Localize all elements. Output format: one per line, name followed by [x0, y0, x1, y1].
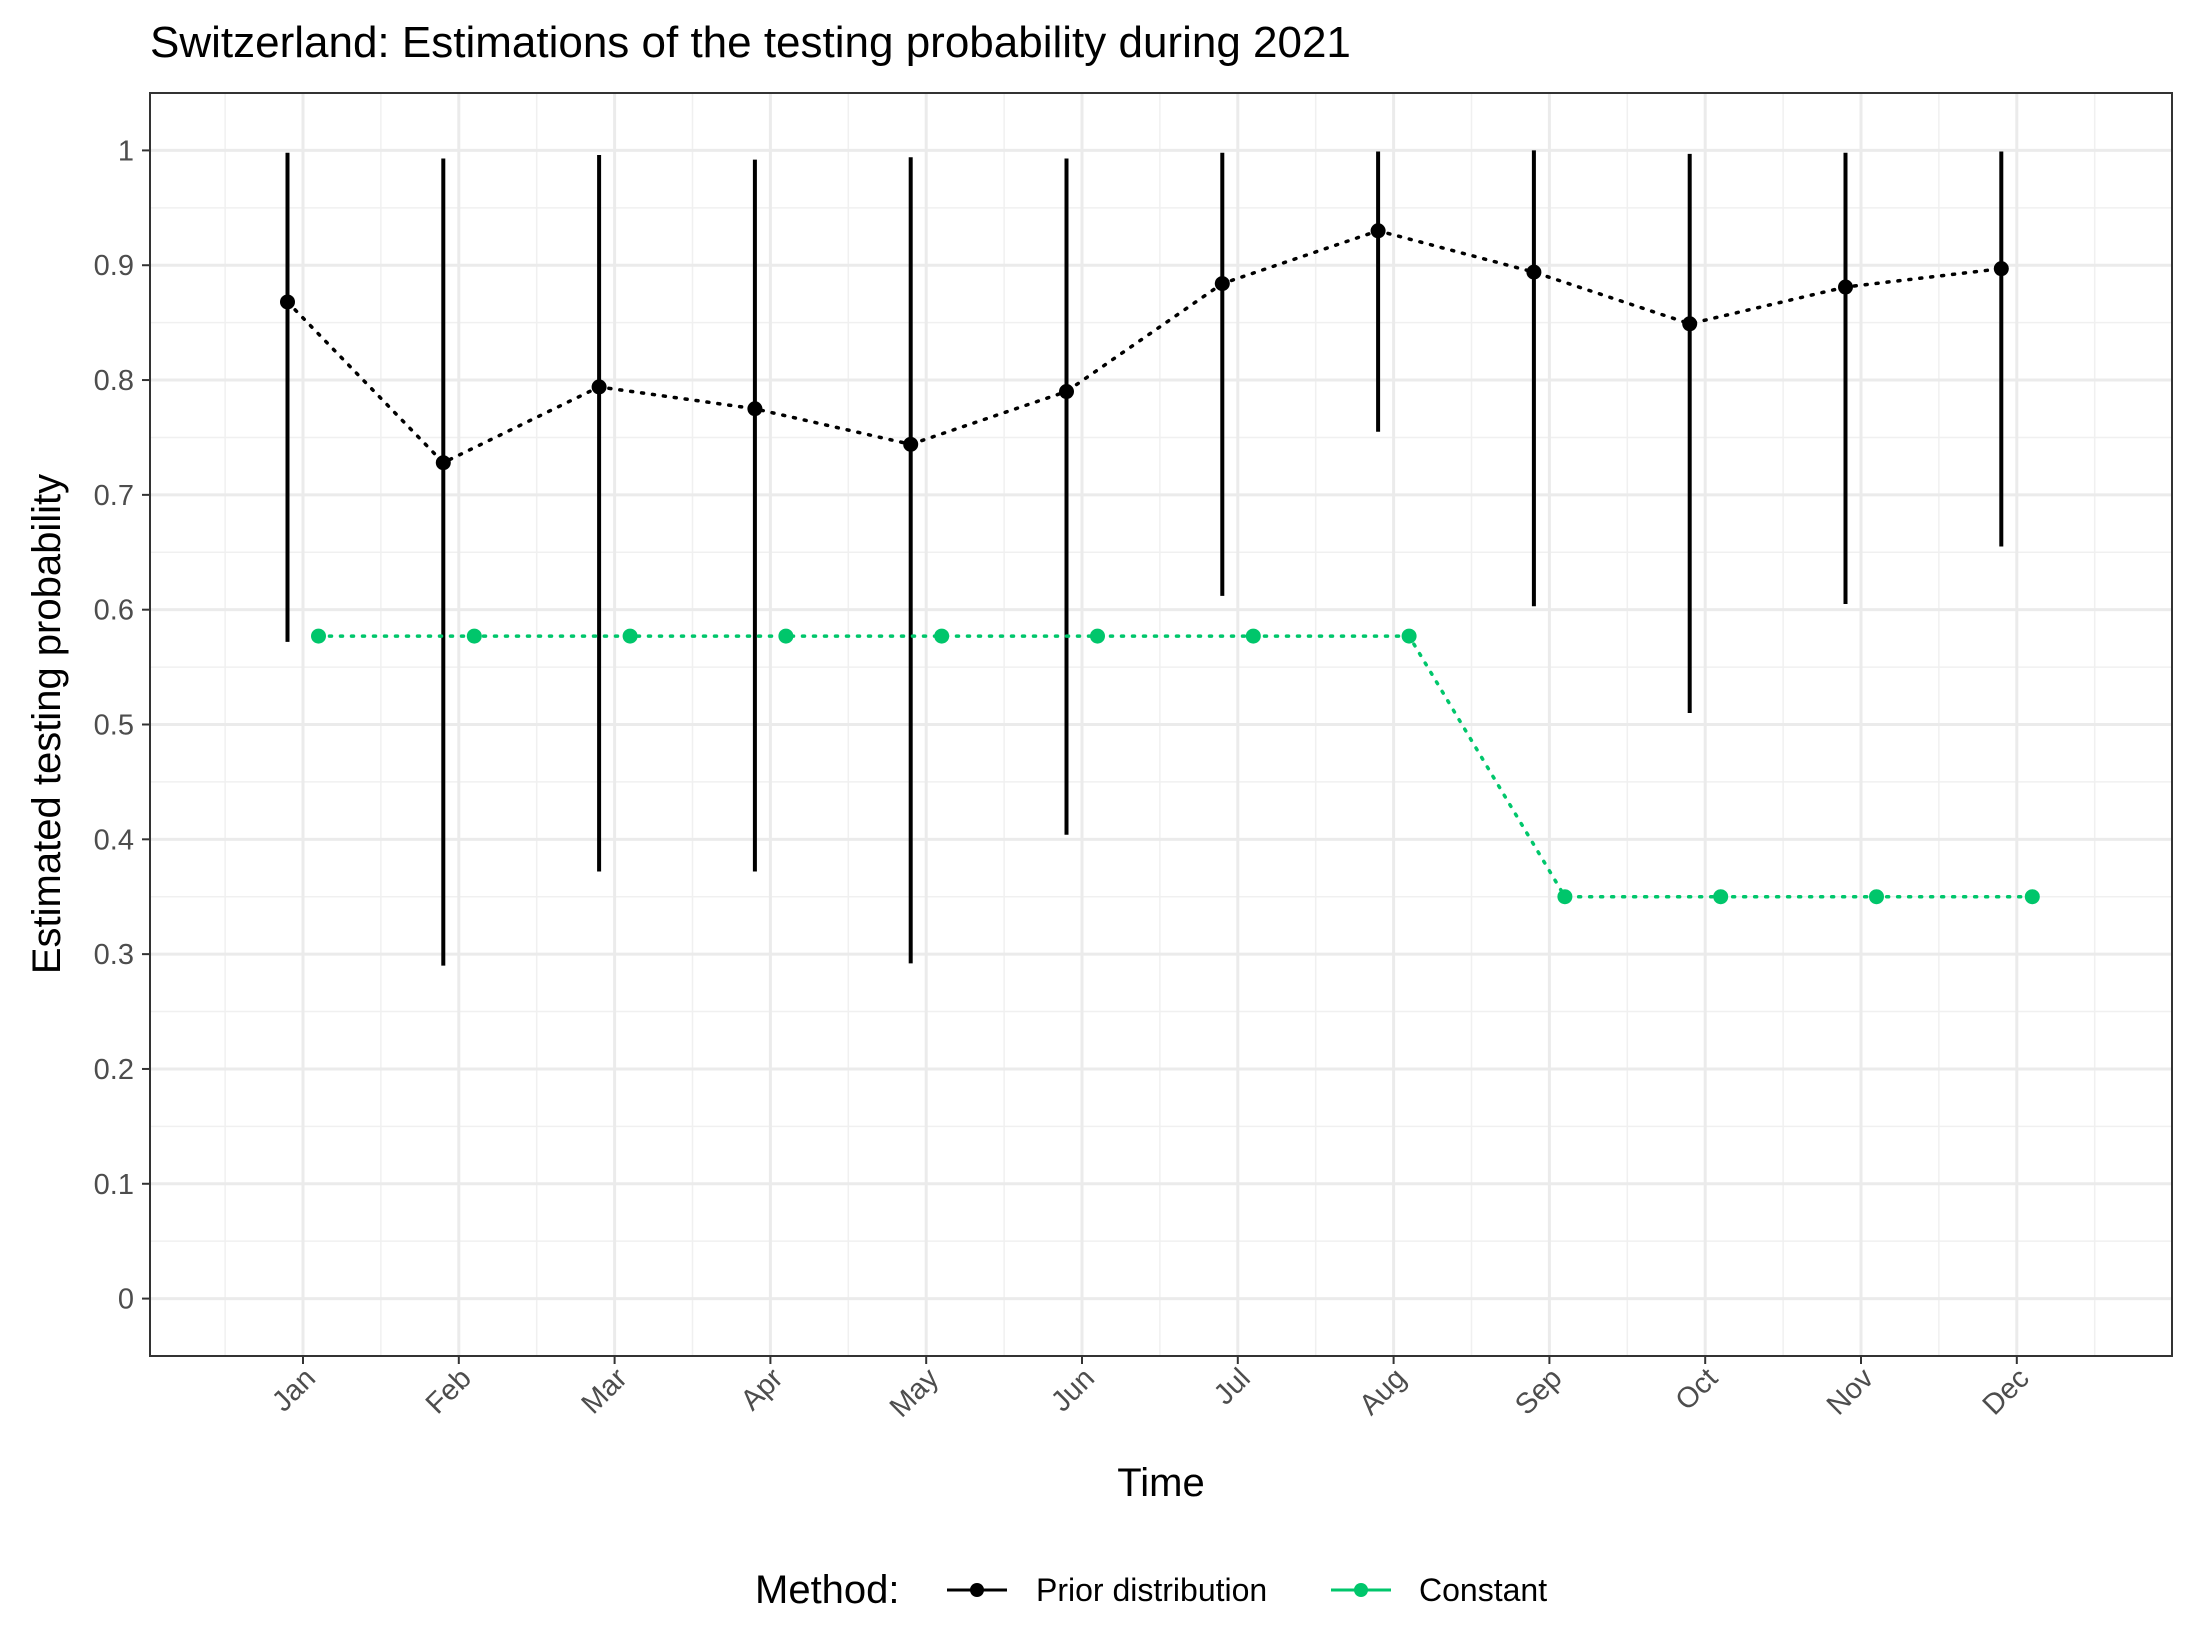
data-point-constant [1713, 889, 1729, 905]
legend-label-prior: Prior distribution [1036, 1572, 1267, 1608]
data-point-prior-distribution [435, 455, 451, 471]
y-tick-label: 0.1 [94, 1169, 134, 1201]
y-tick-label: 0.3 [94, 939, 134, 971]
x-tick-label: Feb [420, 1362, 478, 1420]
legend-title: Method: [755, 1568, 900, 1612]
data-point-constant [1869, 889, 1884, 905]
x-tick-label: May [884, 1362, 946, 1424]
x-tick-label: Aug [1353, 1362, 1412, 1421]
data-point-prior-distribution [747, 401, 763, 417]
legend: Method: Prior distribution Constant [755, 1568, 1547, 1612]
series-line-prior-distribution [285, 228, 2004, 465]
chart-title: Switzerland: Estimations of the testing … [150, 18, 1351, 67]
x-tick-label: Dec [1977, 1362, 2036, 1421]
y-tick-label: 0.9 [94, 250, 134, 282]
y-axis-label: Estimated testing probability [25, 474, 69, 974]
data-point-constant [1401, 628, 1417, 644]
data-point-constant [2024, 889, 2040, 905]
x-tick-label: Sep [1509, 1362, 1568, 1421]
data-point-constant [622, 628, 638, 644]
x-tick-label: Jun [1045, 1362, 1101, 1418]
y-tick-label: 0.2 [94, 1054, 134, 1086]
x-tick-label: Nov [1821, 1362, 1880, 1421]
legend-swatch-constant-point [1354, 1583, 1368, 1597]
legend-swatch-prior-point [970, 1583, 984, 1597]
data-point-constant [466, 628, 482, 644]
data-point-constant [934, 628, 950, 644]
y-tick-label: 0.6 [94, 595, 134, 627]
y-tick-label: 0.7 [94, 480, 134, 512]
data-point-prior-distribution [1838, 279, 1853, 295]
data-point-constant [1557, 889, 1573, 905]
data-point-constant [311, 628, 326, 644]
x-tick-label: Mar [576, 1362, 634, 1420]
data-point-prior-distribution [1526, 264, 1542, 280]
x-tick-label: Apr [735, 1362, 790, 1417]
data-point-prior-distribution [1370, 223, 1386, 239]
plot-border [149, 92, 2173, 1357]
data-point-prior-distribution [1059, 384, 1074, 400]
y-tick-label: 1 [118, 135, 134, 167]
x-tick-label: Jul [1208, 1362, 1257, 1411]
x-axis-label: Time [1117, 1461, 1204, 1505]
data-point-prior-distribution [903, 436, 919, 452]
data-point-prior-distribution [1682, 316, 1698, 332]
series-line-constant [316, 634, 2035, 899]
y-tick-label: 0 [118, 1284, 134, 1316]
grid [150, 93, 2172, 1356]
data-point-constant [1090, 628, 1105, 644]
x-tick-label: Oct [1670, 1362, 1725, 1417]
series-layer [280, 150, 2040, 966]
y-tick-label: 0.4 [94, 824, 134, 856]
data-point-constant [1245, 628, 1261, 644]
data-point-constant [778, 628, 794, 644]
x-tick-label: Jan [266, 1362, 322, 1418]
legend-label-constant: Constant [1419, 1572, 1547, 1608]
data-point-prior-distribution [280, 294, 295, 310]
data-point-prior-distribution [1993, 261, 2009, 277]
data-point-prior-distribution [591, 379, 607, 395]
y-tick-label: 0.8 [94, 365, 134, 397]
y-tick-label: 0.5 [94, 710, 134, 742]
data-point-prior-distribution [1214, 276, 1230, 292]
